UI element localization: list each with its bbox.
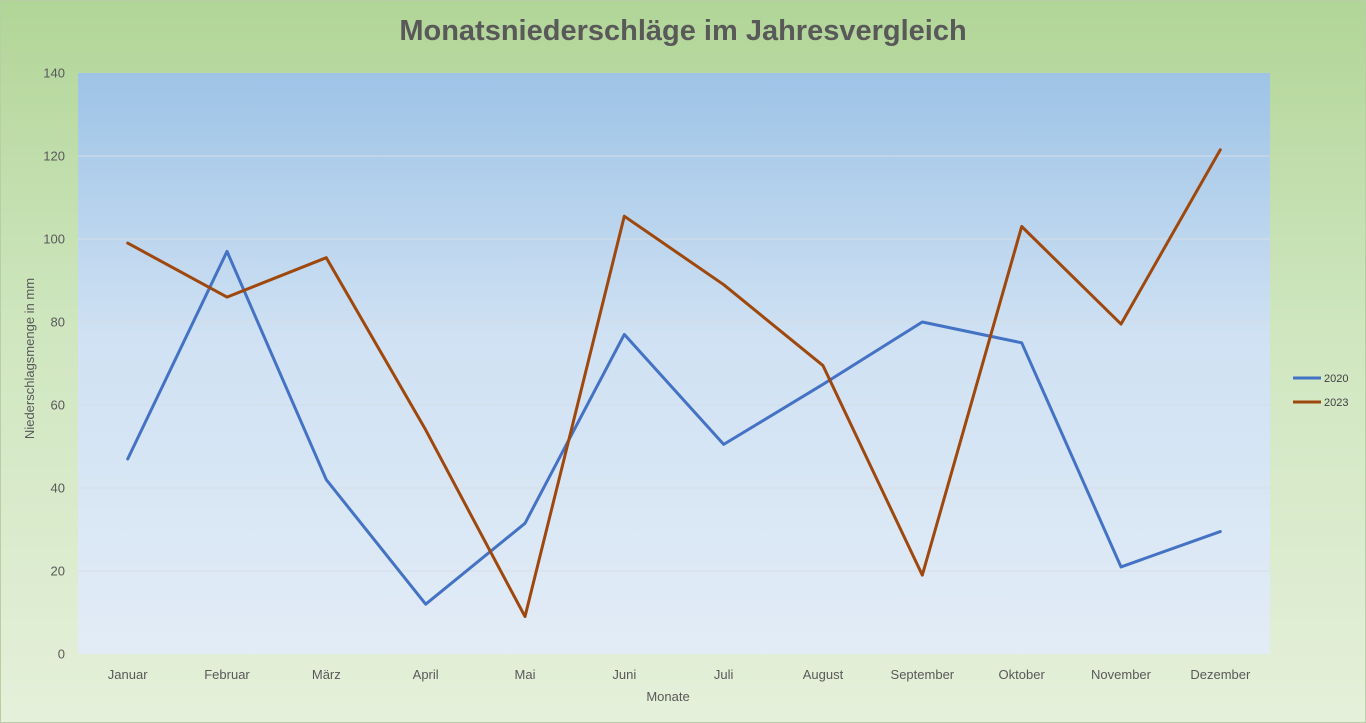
y-axis-title: Niederschlagsmenge in mm xyxy=(22,278,37,439)
plot-area xyxy=(78,73,1270,654)
x-tick-label: September xyxy=(891,667,955,682)
y-tick-label: 0 xyxy=(58,647,65,662)
x-tick-label: August xyxy=(803,667,844,682)
y-tick-label: 100 xyxy=(43,232,65,247)
x-tick-label: Dezember xyxy=(1190,667,1251,682)
x-tick-label: Mai xyxy=(515,667,536,682)
y-tick-label: 120 xyxy=(43,149,65,164)
y-tick-label: 40 xyxy=(51,481,65,496)
x-tick-label: November xyxy=(1091,667,1152,682)
chart-title: Monatsniederschläge im Jahresvergleich xyxy=(399,15,967,47)
x-tick-label: Juli xyxy=(714,667,734,682)
x-tick-label: Juni xyxy=(612,667,636,682)
x-tick-label: April xyxy=(413,667,439,682)
x-tick-label: Februar xyxy=(204,667,250,682)
y-tick-label: 140 xyxy=(43,66,65,81)
y-tick-label: 80 xyxy=(51,315,65,330)
y-tick-label: 20 xyxy=(51,564,65,579)
legend-label: 2023 xyxy=(1324,397,1348,409)
x-tick-label: Januar xyxy=(108,667,148,682)
gridlines xyxy=(78,155,1270,572)
legend: 2020 2023 xyxy=(1293,373,1348,409)
x-axis-ticks: Januar Februar März April Mai Juni Juli August S… xyxy=(108,667,1251,682)
y-axis-ticks: 0 20 40 60 80 100 120 140 xyxy=(43,66,65,662)
series-line-2023 xyxy=(126,148,1222,619)
series-line-2020 xyxy=(126,249,1222,606)
series-lines xyxy=(126,148,1222,619)
legend-label: 2020 xyxy=(1324,373,1348,385)
x-axis-title: Monate xyxy=(646,689,689,704)
x-tick-label: Oktober xyxy=(999,667,1046,682)
y-tick-label: 60 xyxy=(51,398,65,413)
x-tick-label: März xyxy=(312,667,341,682)
